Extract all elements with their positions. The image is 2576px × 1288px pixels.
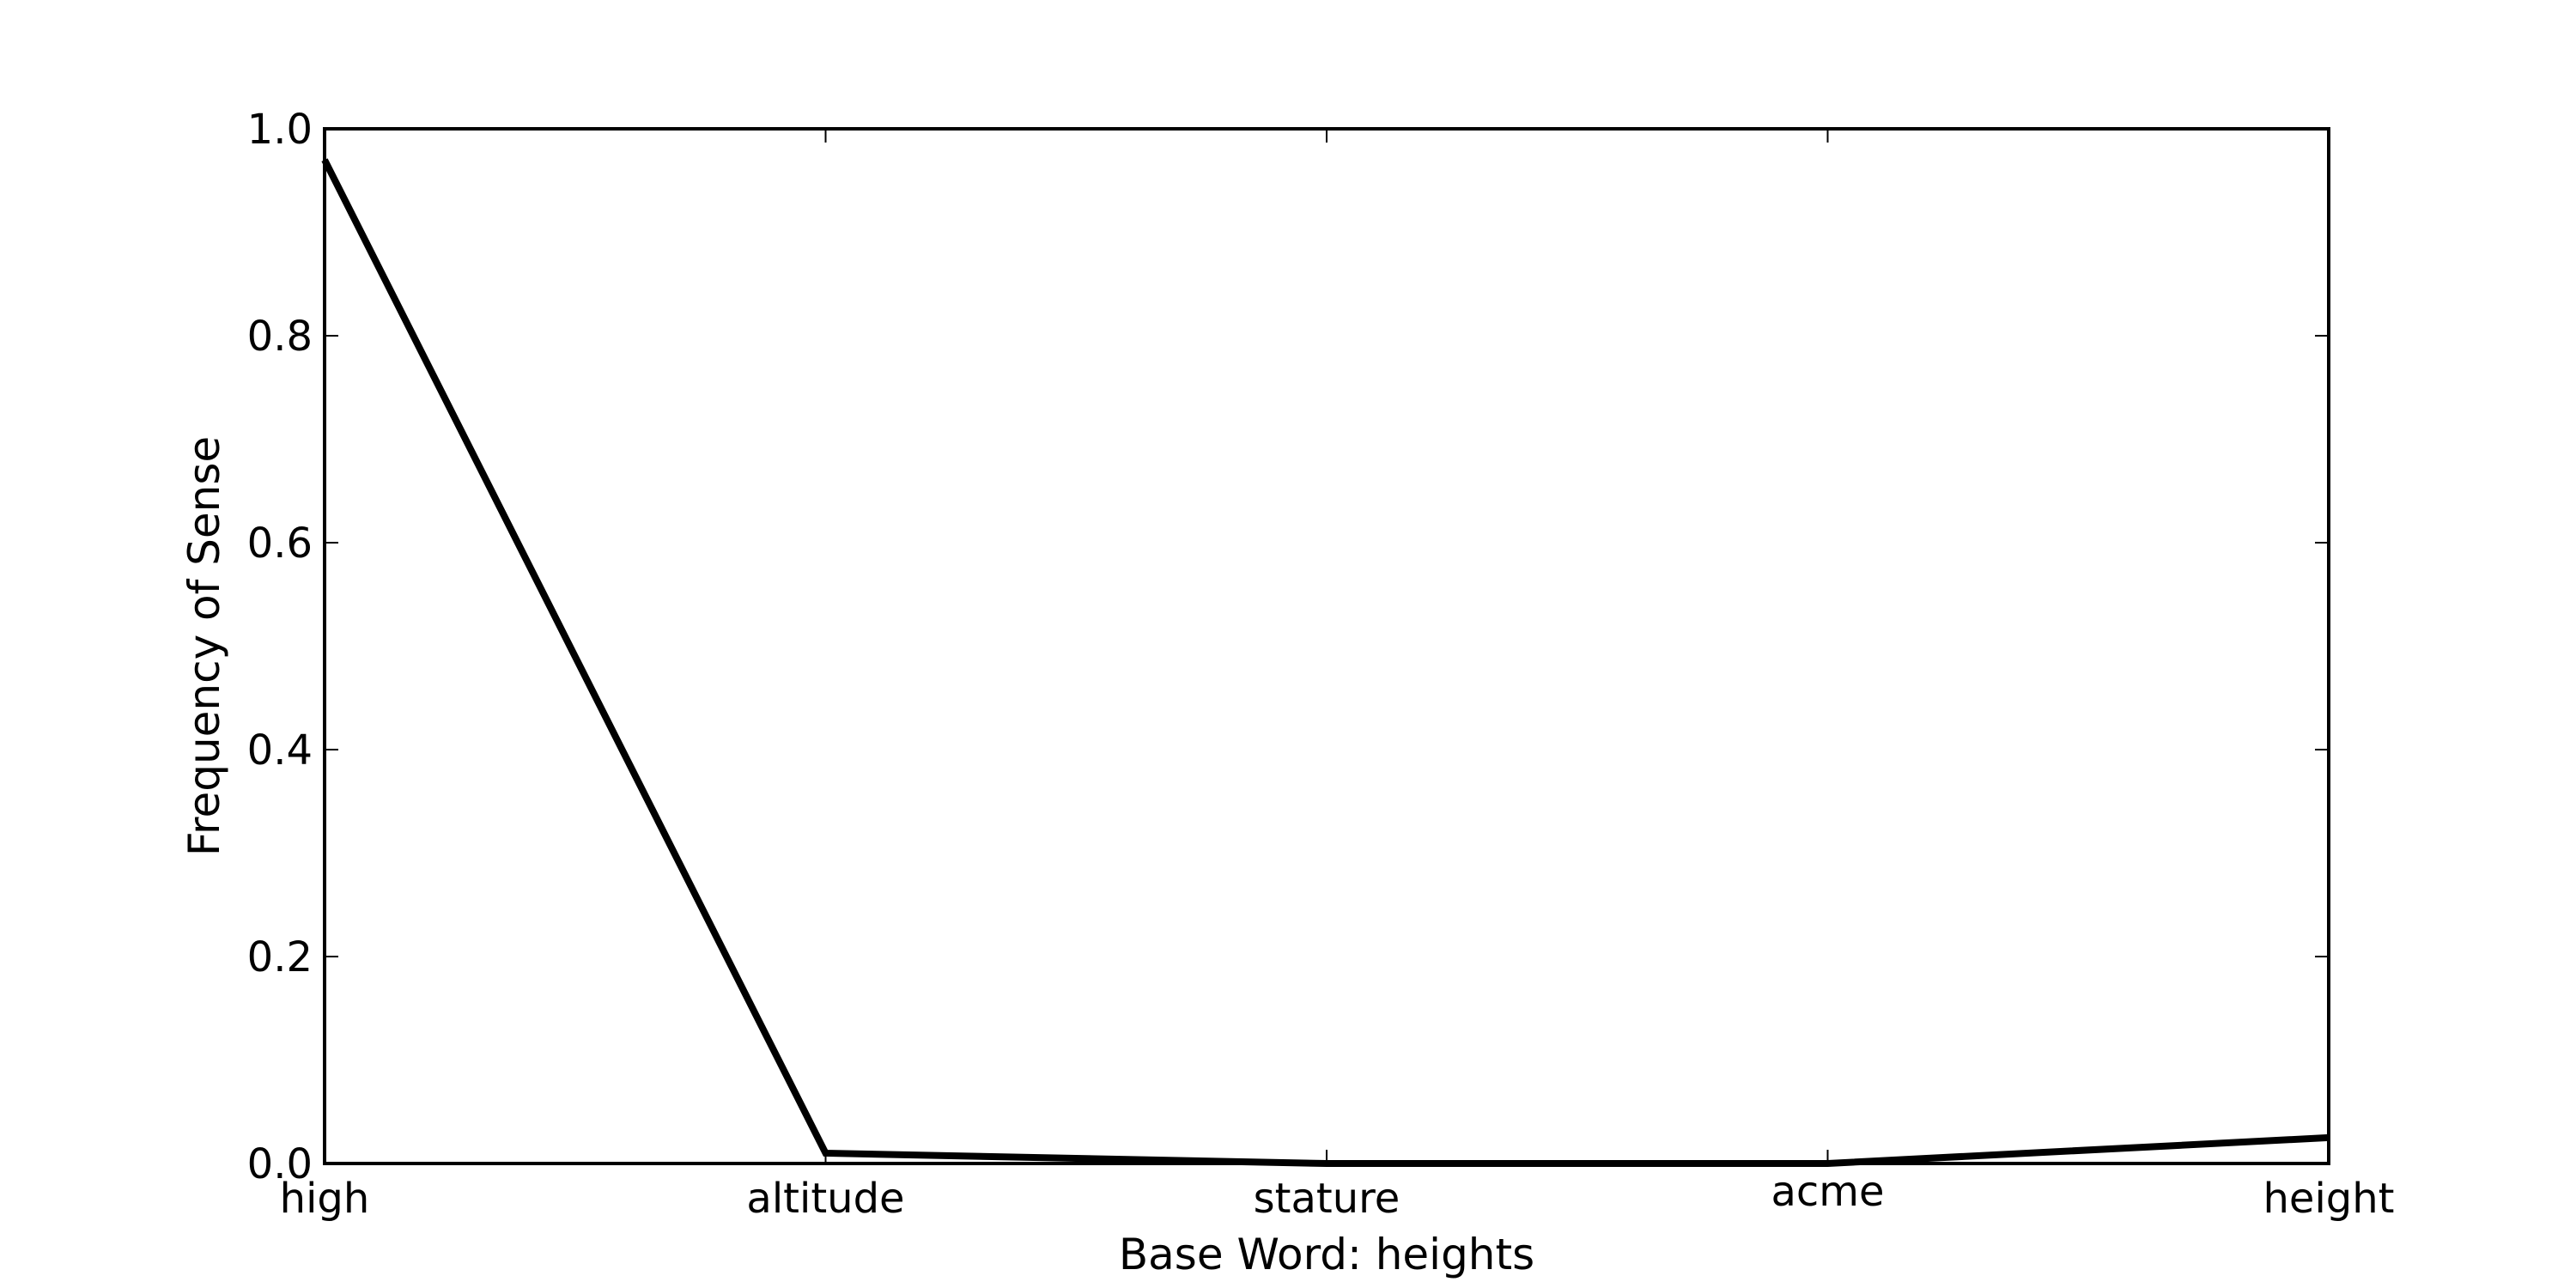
plot-area <box>321 127 2330 1167</box>
y-axis-ticks <box>325 128 2329 1164</box>
x-tick-labels: high altitude stature acme height <box>280 1168 2395 1223</box>
y-tick-label: 0.6 <box>247 519 313 568</box>
x-tick-label: acme <box>1771 1168 1884 1216</box>
series-line <box>321 158 2330 1167</box>
data-point <box>324 159 325 161</box>
data-point <box>1326 1163 1327 1164</box>
y-tick-label: 0.2 <box>247 933 313 981</box>
x-axis-label: Base Word: heights <box>1119 1230 1534 1279</box>
y-tick-labels: 0.0 0.2 0.4 0.6 0.8 1.0 <box>247 106 313 1188</box>
y-tick-label: 0.4 <box>247 726 313 775</box>
plot-frame <box>323 127 2330 1165</box>
x-tick-label: high <box>280 1175 370 1223</box>
x-tick-label: stature <box>1254 1175 1400 1223</box>
data-point <box>1826 1163 1829 1164</box>
y-tick-label: 0.8 <box>247 313 313 361</box>
x-tick-label: height <box>2263 1175 2395 1223</box>
y-axis-label: Frequency of Sense <box>179 436 229 856</box>
data-point <box>824 1151 827 1154</box>
x-tick-label: altitude <box>746 1175 904 1223</box>
data-points <box>324 159 2330 1164</box>
y-tick-label: 1.0 <box>247 106 313 154</box>
x-axis-ticks <box>324 129 2330 1163</box>
y-tick-label: 0.0 <box>247 1140 313 1188</box>
data-point <box>2328 1136 2330 1139</box>
